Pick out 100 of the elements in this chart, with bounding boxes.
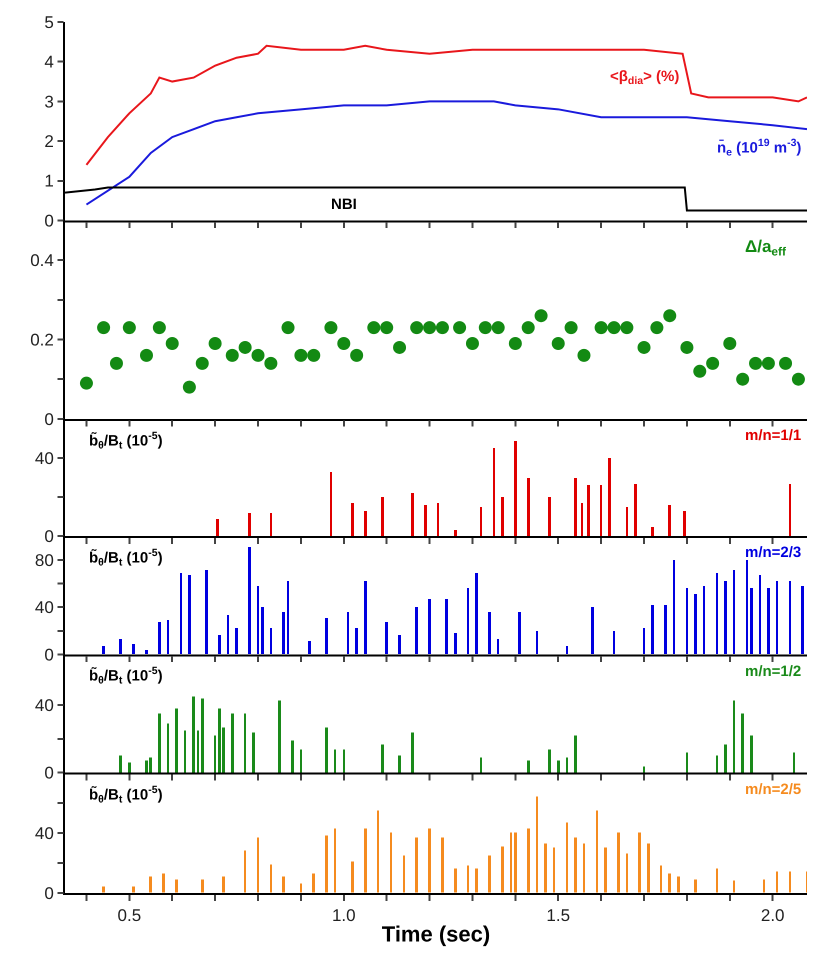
bar [244, 713, 246, 772]
bar [428, 599, 431, 654]
point [706, 356, 720, 370]
bar [192, 696, 195, 772]
bar [188, 575, 191, 654]
x-tick-label: 1.0 [332, 906, 356, 926]
bar [343, 749, 345, 772]
point [522, 321, 535, 334]
bar [651, 605, 654, 654]
y-tick-label: 80 [34, 550, 54, 570]
bar [741, 713, 744, 772]
text: m/n=2/5 [745, 781, 802, 798]
bar [488, 612, 491, 654]
bar [763, 880, 765, 893]
y-tick-label: 0 [44, 410, 54, 429]
bar [553, 848, 555, 893]
point [182, 380, 196, 394]
line-series [85, 44, 807, 166]
bar [381, 496, 384, 536]
bar [724, 581, 727, 654]
bar [102, 646, 105, 654]
bar [501, 496, 504, 536]
bar [351, 502, 354, 536]
bar [424, 504, 427, 536]
bar [677, 876, 680, 893]
bar [776, 581, 778, 654]
point [693, 364, 706, 378]
point [736, 372, 750, 386]
y-tick-label: 4 [44, 52, 54, 72]
bar [746, 560, 748, 654]
bar [411, 492, 414, 536]
bar [415, 607, 418, 654]
bar [514, 832, 517, 893]
bar [334, 749, 336, 772]
bar [197, 730, 199, 772]
point [264, 356, 278, 370]
x-tick-label: 2.0 [760, 906, 785, 926]
point [350, 348, 364, 362]
point [196, 356, 209, 370]
y-tick-label: 40 [34, 824, 54, 843]
bar [613, 631, 615, 654]
point [650, 321, 664, 334]
bar [312, 874, 315, 893]
point [410, 321, 424, 334]
bar [683, 510, 686, 536]
bar [638, 832, 641, 893]
bar [647, 844, 650, 893]
bar [518, 612, 521, 654]
bar [801, 586, 804, 654]
bar [733, 570, 735, 654]
bar [287, 581, 289, 654]
bar [227, 615, 229, 654]
bar [145, 650, 148, 654]
bar [325, 836, 328, 893]
bar [574, 735, 577, 772]
point [97, 321, 110, 334]
point [152, 321, 166, 334]
bar [514, 440, 517, 536]
bar [270, 628, 272, 654]
bar [480, 757, 482, 772]
y-tick-label: 0 [44, 211, 54, 230]
bar [750, 735, 753, 772]
point [723, 336, 736, 350]
y-tick-label: 40 [34, 448, 54, 468]
bar [733, 700, 735, 772]
point [478, 321, 492, 334]
bar [643, 628, 645, 654]
point [393, 340, 406, 354]
y-tick-label: 0.2 [30, 330, 54, 350]
bar [608, 458, 611, 536]
bar [750, 588, 753, 654]
annotation: b̃$_{θ}$/B$_{t}$ (10$^{-5}$) [89, 784, 163, 806]
bar [119, 639, 122, 654]
annotation: b̃$_{θ}$/B$_{t}$ (10$^{-5}$) [89, 430, 163, 452]
bar [617, 832, 620, 893]
bar [480, 506, 482, 536]
y-tick-label: 0 [44, 645, 54, 664]
bar [497, 639, 499, 654]
bar [261, 607, 264, 654]
bar [475, 573, 478, 654]
point [423, 321, 436, 334]
bar [441, 838, 444, 893]
point [238, 340, 252, 354]
point [594, 321, 608, 334]
bar [149, 876, 152, 893]
point [453, 321, 466, 334]
bar [128, 762, 131, 772]
bar [566, 646, 568, 654]
point [324, 321, 338, 334]
bar [716, 868, 718, 893]
bar [390, 832, 392, 893]
bar [364, 828, 367, 893]
point [307, 348, 320, 362]
bar [703, 586, 705, 654]
bar [132, 886, 135, 893]
annotation: b̃$_{θ}$/B$_{t}$ (10$^{-5}$) [89, 665, 163, 686]
bar [776, 872, 778, 893]
y-tick-label: 40 [34, 696, 54, 716]
bar [574, 838, 577, 893]
y-tick-label: 3 [44, 92, 54, 112]
